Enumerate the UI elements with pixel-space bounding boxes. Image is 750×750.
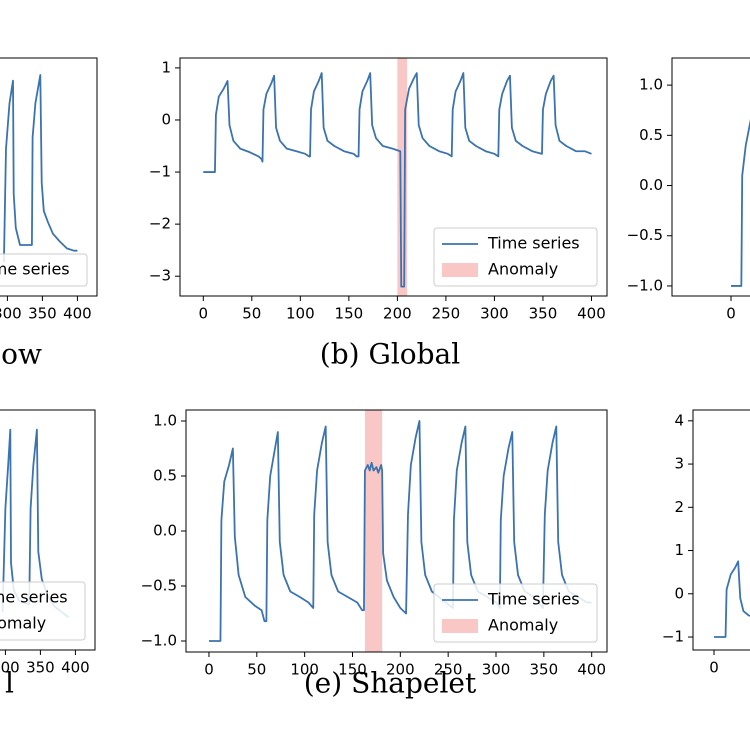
x-tick-label: 250 bbox=[434, 661, 463, 679]
x-tick-label: 350 bbox=[28, 305, 57, 323]
y-tick-label: 0.0 bbox=[153, 522, 177, 540]
caption: (b) Global bbox=[320, 338, 460, 371]
x-tick-label: 150 bbox=[338, 661, 367, 679]
caption: (e) Shapelet bbox=[304, 667, 477, 700]
legend-label: Anomaly bbox=[488, 616, 558, 635]
x-tick-label: 0 bbox=[709, 659, 719, 677]
legend-label: Anomaly bbox=[488, 260, 558, 279]
y-tick-label: 2 bbox=[674, 498, 684, 516]
axes-frame bbox=[692, 409, 750, 651]
legend-box bbox=[0, 581, 86, 641]
x-tick-label: 100 bbox=[286, 305, 315, 323]
y-tick-label: 1 bbox=[674, 541, 684, 559]
time-series-line bbox=[3, 74, 78, 263]
legend-label: Time series bbox=[0, 260, 70, 279]
y-tick-label: 0.0 bbox=[639, 176, 663, 194]
y-tick-label: 0 bbox=[161, 110, 171, 128]
x-tick-label: 0 bbox=[726, 305, 736, 323]
x-tick-label: 350 bbox=[530, 661, 559, 679]
y-tick-label: 1 bbox=[161, 58, 171, 76]
x-tick-label: 350 bbox=[26, 659, 55, 677]
legend-label: Time series bbox=[487, 590, 580, 609]
caption: ow bbox=[1, 338, 42, 371]
x-tick-label: 400 bbox=[577, 661, 606, 679]
caption: l bbox=[5, 667, 14, 700]
x-tick-label: 400 bbox=[61, 659, 90, 677]
x-tick-label: 100 bbox=[290, 661, 319, 679]
axes-frame bbox=[0, 57, 98, 297]
x-tick-label: 50 bbox=[242, 305, 261, 323]
x-tick-label: 300 bbox=[0, 305, 22, 323]
legend-patch bbox=[442, 263, 478, 277]
x-tick-label: 400 bbox=[577, 305, 606, 323]
x-tick-label: 250 bbox=[432, 305, 461, 323]
y-tick-label: 1.0 bbox=[639, 76, 663, 94]
y-tick-label: −2 bbox=[149, 215, 171, 233]
x-tick-label: 200 bbox=[383, 305, 412, 323]
y-tick-label: 0.5 bbox=[153, 467, 177, 485]
legend-patch bbox=[442, 619, 478, 633]
time-series-line bbox=[714, 560, 750, 638]
x-tick-label: 150 bbox=[335, 305, 364, 323]
y-tick-label: 0 bbox=[674, 584, 684, 602]
y-tick-label: −1.0 bbox=[627, 276, 663, 294]
x-tick-label: 300 bbox=[480, 305, 509, 323]
axes-frame bbox=[671, 57, 750, 297]
x-tick-label: 300 bbox=[482, 661, 511, 679]
y-tick-label: 1.0 bbox=[153, 412, 177, 430]
x-tick-label: 400 bbox=[63, 305, 92, 323]
x-tick-label: 200 bbox=[386, 661, 415, 679]
y-tick-label: −0.5 bbox=[627, 226, 663, 244]
y-tick-label: −1.0 bbox=[141, 632, 177, 650]
x-tick-label: 0 bbox=[199, 305, 209, 323]
time-series-line bbox=[208, 420, 592, 642]
x-tick-label: 350 bbox=[529, 305, 558, 323]
x-tick-label: 50 bbox=[247, 661, 266, 679]
y-tick-label: 0.5 bbox=[639, 126, 663, 144]
y-tick-label: −1 bbox=[662, 628, 684, 646]
legend-label: Time series bbox=[487, 234, 580, 253]
time-series-line bbox=[731, 118, 750, 287]
y-tick-label: −3 bbox=[149, 267, 171, 285]
legend-label: Time series bbox=[0, 588, 68, 607]
axes-frame bbox=[179, 57, 608, 297]
anomaly-span bbox=[397, 58, 408, 296]
y-tick-label: 3 bbox=[674, 455, 684, 473]
legend-box bbox=[0, 253, 88, 287]
y-tick-label: 4 bbox=[674, 411, 684, 429]
y-tick-label: −0.5 bbox=[141, 577, 177, 595]
x-tick-label: 0 bbox=[204, 661, 214, 679]
anomaly-span bbox=[364, 410, 383, 652]
x-tick-label: 300 bbox=[0, 659, 20, 677]
time-series-line bbox=[203, 72, 592, 288]
y-tick-label: −1 bbox=[149, 163, 171, 181]
axes-frame bbox=[0, 409, 96, 651]
legend-label: Anomaly bbox=[0, 614, 46, 633]
